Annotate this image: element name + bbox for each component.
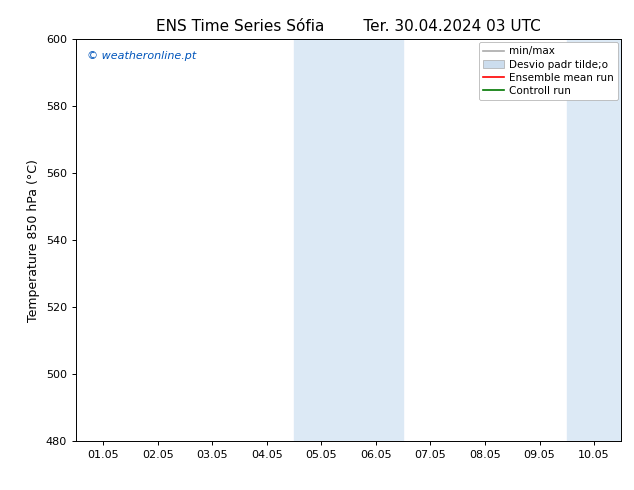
Bar [294,39,403,441]
Legend: min/max, Desvio padr tilde;o, Ensemble mean run, Controll run: min/max, Desvio padr tilde;o, Ensemble m… [479,42,618,100]
Text: © weatheronline.pt: © weatheronline.pt [87,51,197,61]
Title: ENS Time Series Sófia        Ter. 30.04.2024 03 UTC: ENS Time Series Sófia Ter. 30.04.2024 03… [157,19,541,34]
Y-axis label: Temperature 850 hPa (°C): Temperature 850 hPa (°C) [27,159,40,321]
Bar [567,39,621,441]
